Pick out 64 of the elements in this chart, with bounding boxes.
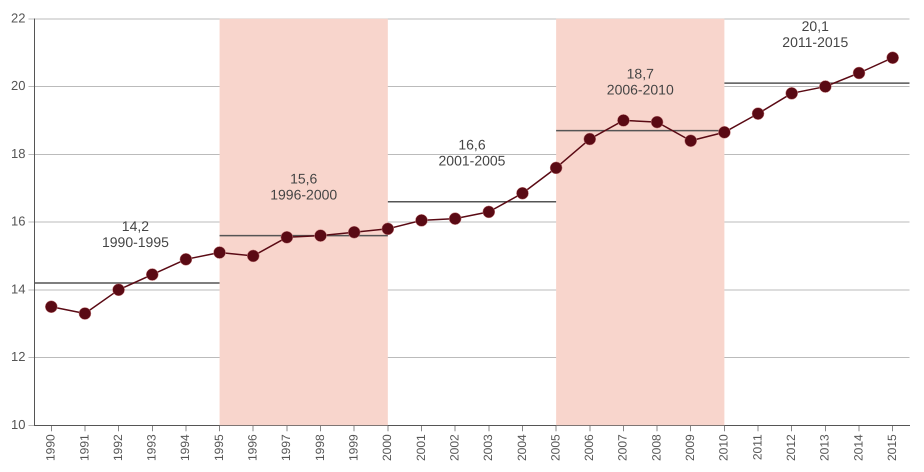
point xyxy=(213,246,226,259)
x-tick-label: 1996 xyxy=(246,434,260,462)
point xyxy=(314,229,327,242)
x-tick-label: 1992 xyxy=(110,434,125,462)
x-tick-label: 1998 xyxy=(312,434,327,462)
x-tick-label: 2010 xyxy=(716,434,731,462)
annotation: 16,6 2001-2005 xyxy=(438,136,506,169)
x-tick-label: 2000 xyxy=(380,434,394,462)
y-tick-label: 16 xyxy=(10,214,26,229)
point xyxy=(819,80,832,93)
point xyxy=(617,114,630,127)
x-tick-label: 2002 xyxy=(447,434,462,462)
point xyxy=(78,307,92,320)
point xyxy=(448,212,462,225)
point xyxy=(785,87,798,100)
x-tick-label: 2003 xyxy=(481,434,496,462)
point xyxy=(482,206,496,218)
point xyxy=(348,226,360,238)
point xyxy=(684,134,697,147)
point xyxy=(852,66,866,80)
x-tick-label: 2008 xyxy=(649,434,664,462)
point xyxy=(180,253,192,266)
x-tick-label: 2001 xyxy=(414,434,428,462)
x-tick-label: 2007 xyxy=(616,434,630,462)
point xyxy=(112,284,125,296)
x-tick-label: 2011 xyxy=(750,434,764,460)
y-tick-label: 22 xyxy=(10,10,26,26)
y-tick-label: 20 xyxy=(10,78,26,94)
x-tick-label: 2005 xyxy=(548,434,562,462)
point xyxy=(886,52,899,64)
x-tick-label: 1994 xyxy=(178,434,192,462)
annotation: 20,1 2011-2015 xyxy=(782,18,848,50)
point xyxy=(650,116,664,128)
annotation: 14,2 1990-1995 xyxy=(102,218,170,250)
x-tick-label: 2004 xyxy=(514,434,529,462)
point xyxy=(45,300,58,313)
point xyxy=(516,187,529,200)
y-tick-label: 18 xyxy=(10,146,26,161)
point xyxy=(146,268,159,281)
point xyxy=(415,214,428,227)
x-tick-label: 2015 xyxy=(884,434,899,462)
x-tick-label: 2006 xyxy=(582,434,596,462)
x-tick-label: 1995 xyxy=(212,434,226,462)
x-tick-label: 1997 xyxy=(279,434,294,462)
point xyxy=(382,222,394,236)
x-tick-label: 2014 xyxy=(851,434,866,462)
point xyxy=(584,132,596,146)
annotation: 18,7 2006-2010 xyxy=(606,66,674,98)
annotation: 15,6 1996-2000 xyxy=(270,170,338,203)
x-tick-label: 1999 xyxy=(346,434,360,462)
x-tick-label: 2013 xyxy=(818,434,832,462)
y-tick-label: 10 xyxy=(10,416,26,432)
x-tick-label: 1993 xyxy=(144,434,159,462)
x-tick-label: 1990 xyxy=(44,434,58,462)
x-tick-label: 2012 xyxy=(784,434,798,462)
y-tick-label: 14 xyxy=(10,281,26,296)
x-tick-label: 1991 xyxy=(77,434,92,462)
point xyxy=(550,162,562,174)
x-tick-label: 2009 xyxy=(683,434,698,462)
point xyxy=(280,231,294,244)
point xyxy=(752,107,764,120)
y-tick-label: 12 xyxy=(10,349,26,364)
point xyxy=(718,126,731,139)
point xyxy=(246,250,260,262)
